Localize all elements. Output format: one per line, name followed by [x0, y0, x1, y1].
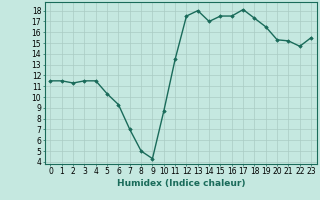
X-axis label: Humidex (Indice chaleur): Humidex (Indice chaleur): [116, 179, 245, 188]
